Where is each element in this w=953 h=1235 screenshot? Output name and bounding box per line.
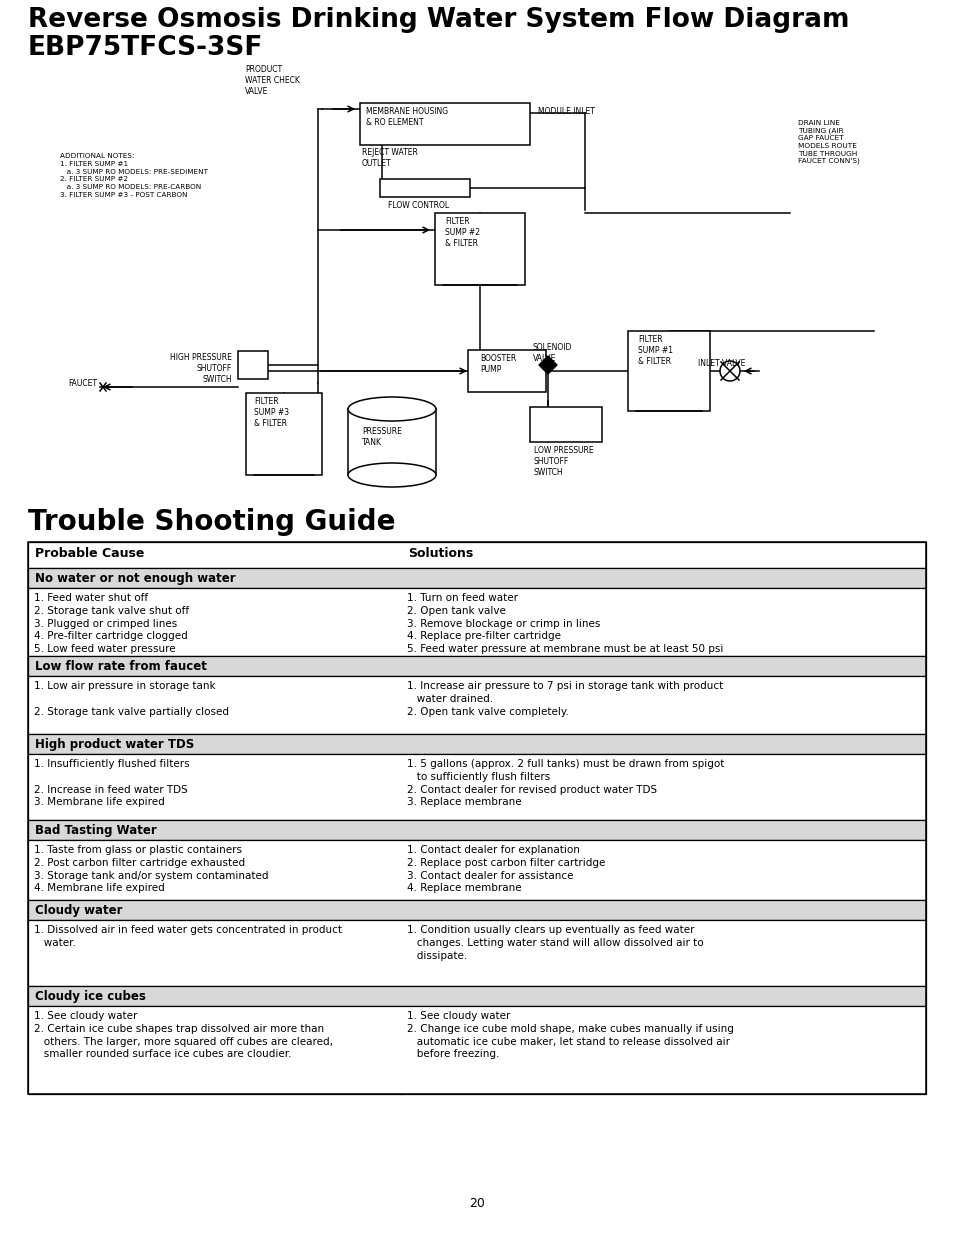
Bar	[237, 351, 268, 379]
Text: FILTER
SUMP #3
& FILTER: FILTER SUMP #3 & FILTER	[253, 396, 289, 429]
Bar	[359, 103, 530, 144]
Bar	[28, 734, 925, 755]
Ellipse shape	[348, 396, 436, 421]
Text: Low flow rate from faucet: Low flow rate from faucet	[35, 659, 207, 673]
Text: INLET VALVE: INLET VALVE	[698, 359, 744, 368]
Bar	[28, 840, 925, 900]
Text: 20: 20	[469, 1197, 484, 1210]
Bar	[28, 656, 925, 676]
Text: 1. See cloudy water
2. Certain ice cube shapes trap dissolved air more than
   o: 1. See cloudy water 2. Certain ice cube …	[34, 1011, 333, 1060]
Text: Cloudy water: Cloudy water	[35, 904, 122, 918]
Text: MODULE INLET: MODULE INLET	[537, 107, 595, 116]
Text: 1. See cloudy water
2. Change ice cube mold shape, make cubes manually if using
: 1. See cloudy water 2. Change ice cube m…	[406, 1011, 733, 1060]
Text: Reverse Osmosis Drinking Water System Flow Diagram: Reverse Osmosis Drinking Water System Fl…	[28, 7, 848, 33]
Text: FLOW CONTROL: FLOW CONTROL	[388, 201, 449, 210]
Bar	[28, 820, 925, 840]
Text: 1. Low air pressure in storage tank

2. Storage tank valve partially closed: 1. Low air pressure in storage tank 2. S…	[34, 680, 229, 716]
Text: FILTER
SUMP #1
& FILTER: FILTER SUMP #1 & FILTER	[638, 335, 672, 367]
Text: 1. 5 gallons (approx. 2 full tanks) must be drawn from spigot
   to sufficiently: 1. 5 gallons (approx. 2 full tanks) must…	[406, 760, 723, 808]
Bar	[468, 350, 545, 391]
Bar	[530, 408, 601, 442]
Text: 1. Taste from glass or plastic containers
2. Post carbon filter cartridge exhaus: 1. Taste from glass or plastic container…	[34, 845, 268, 893]
Text: 1. Increase air pressure to 7 psi in storage tank with product
   water drained.: 1. Increase air pressure to 7 psi in sto…	[406, 680, 722, 716]
Text: FAUCET: FAUCET	[68, 379, 97, 388]
Bar	[28, 676, 925, 734]
Bar	[28, 900, 925, 920]
Text: 1. Feed water shut off
2. Storage tank valve shut off
3. Plugged or crimped line: 1. Feed water shut off 2. Storage tank v…	[34, 593, 189, 655]
Text: No water or not enough water: No water or not enough water	[35, 572, 235, 585]
Text: 1. Contact dealer for explanation
2. Replace post carbon filter cartridge
3. Con: 1. Contact dealer for explanation 2. Rep…	[406, 845, 604, 893]
Text: FILTER
SUMP #2
& FILTER: FILTER SUMP #2 & FILTER	[444, 217, 479, 248]
Polygon shape	[538, 356, 557, 374]
Text: ADDITIONAL NOTES:
1. FILTER SUMP #1
   a. 3 SUMP RO MODELS: PRE-SEDIMENT
2. FILT: ADDITIONAL NOTES: 1. FILTER SUMP #1 a. 3…	[60, 153, 208, 198]
Text: High product water TDS: High product water TDS	[35, 739, 194, 751]
Bar	[246, 393, 322, 475]
Text: MEMBRANE HOUSING
& RO ELEMENT: MEMBRANE HOUSING & RO ELEMENT	[366, 107, 448, 127]
Text: 1. Condition usually clears up eventually as feed water
   changes. Letting wate: 1. Condition usually clears up eventuall…	[406, 925, 702, 961]
Text: Solutions: Solutions	[407, 547, 473, 559]
Text: BOOSTER
PUMP: BOOSTER PUMP	[479, 354, 516, 374]
Bar	[28, 542, 925, 1094]
Text: Cloudy ice cubes: Cloudy ice cubes	[35, 990, 146, 1003]
Text: Trouble Shooting Guide: Trouble Shooting Guide	[28, 508, 395, 536]
Bar	[28, 755, 925, 820]
Bar	[28, 542, 925, 568]
Bar	[348, 409, 436, 475]
Bar	[28, 986, 925, 1007]
Bar	[379, 179, 470, 198]
Text: HIGH PRESSURE
SHUTOFF
SWITCH: HIGH PRESSURE SHUTOFF SWITCH	[170, 353, 232, 384]
Bar	[627, 331, 709, 411]
Text: Bad Tasting Water: Bad Tasting Water	[35, 824, 156, 837]
Text: PRESSURE
TANK: PRESSURE TANK	[361, 427, 401, 447]
Text: 1. Dissolved air in feed water gets concentrated in product
   water.: 1. Dissolved air in feed water gets conc…	[34, 925, 341, 947]
Text: Probable Cause: Probable Cause	[35, 547, 144, 559]
Text: SOLENOID
VALVE: SOLENOID VALVE	[533, 343, 572, 363]
Ellipse shape	[348, 463, 436, 487]
Bar	[28, 920, 925, 986]
Bar	[28, 568, 925, 588]
Text: LOW PRESSURE
SHUTOFF
SWITCH: LOW PRESSURE SHUTOFF SWITCH	[534, 446, 593, 477]
Text: DRAIN LINE
TUBING (AIR
GAP FAUCET
MODELS ROUTE
TUBE THROUGH
FAUCET CONN'S): DRAIN LINE TUBING (AIR GAP FAUCET MODELS…	[797, 120, 859, 164]
Bar	[28, 588, 925, 656]
Bar	[435, 212, 524, 285]
Text: REJECT WATER
OUTLET: REJECT WATER OUTLET	[361, 148, 417, 168]
Text: 1. Turn on feed water
2. Open tank valve
3. Remove blockage or crimp in lines
4.: 1. Turn on feed water 2. Open tank valve…	[406, 593, 722, 655]
Bar	[28, 1007, 925, 1094]
Text: 1. Insufficiently flushed filters

2. Increase in feed water TDS
3. Membrane lif: 1. Insufficiently flushed filters 2. Inc…	[34, 760, 190, 808]
Text: PRODUCT
WATER CHECK
VALVE: PRODUCT WATER CHECK VALVE	[245, 65, 299, 96]
Text: EBP75TFCS-3SF: EBP75TFCS-3SF	[28, 35, 263, 61]
